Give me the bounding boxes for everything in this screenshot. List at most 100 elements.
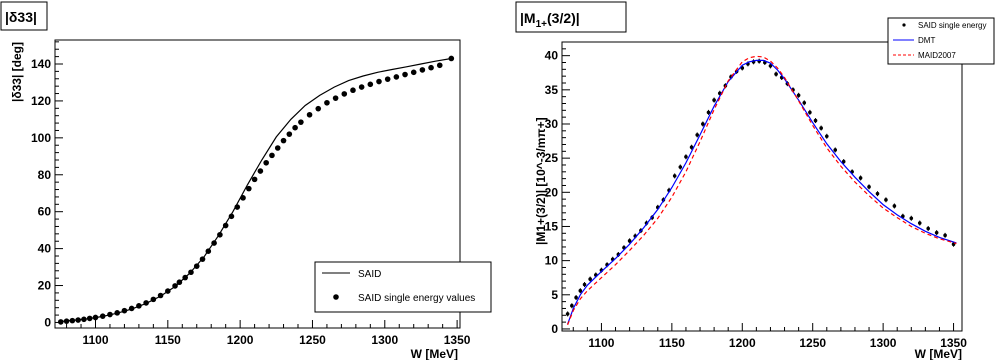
right-x-tick-label: 1300 [870,336,897,350]
right-data-point [943,233,947,238]
left-data-point [157,292,164,299]
right-y-tick-label: 15 [545,219,559,233]
right-data-point [808,110,812,115]
right-data-point [867,185,871,189]
left-data-point [419,67,426,73]
left-data-point [99,313,106,319]
right-y-tick-label: 25 [545,151,559,165]
left-title-box: |δ33| [0,1,48,31]
left-data-point [292,124,298,131]
right-data-point [917,221,922,225]
right-y-tick-label: 40 [545,49,559,63]
right-data-point [574,295,578,300]
left-y-tick-label: 140 [31,57,51,71]
left-legend: SAID SAID single energy values [314,261,492,313]
left-data-point [240,195,246,201]
right-data-point [796,93,801,98]
left-x-tick-label: 1100 [82,333,108,347]
right-plot-frame [561,41,963,332]
left-data-point [228,213,235,220]
left-data-point [384,76,391,82]
left-data-point [165,288,171,294]
right-data-point [706,110,711,115]
left-data-point [246,185,252,192]
left-axes: 1100 1150 1200 1250 1300 1350 0 20 40 60 80 100 120 1… [31,41,471,347]
right-data-point [841,159,846,164]
right-data-point [565,312,570,316]
left-data-point [350,87,356,94]
right-y-tick-label: 35 [545,83,559,97]
left-data-point [172,283,178,289]
right-data-point [678,165,683,169]
left-data-point [324,99,330,106]
left-data-point [176,279,183,286]
left-data-point [234,204,241,210]
left-y-tick-label: 40 [38,242,52,256]
left-y-axis-title: |δ33| [deg] [10,42,24,102]
left-y-tick-label: 0 [44,315,51,329]
left-y-tick-label: 80 [38,168,52,182]
right-x-tick-label: 1200 [729,336,756,350]
left-data-point [75,317,81,323]
right-data-point [570,303,574,308]
left-data-point [376,78,382,85]
right-data-point [824,134,829,139]
right-legend: SAID single energy DMT MAID2007 [887,17,995,65]
right-title-main: |M [520,10,536,26]
left-data-point [63,318,70,324]
left-data-point [269,152,275,159]
right-data-point [813,118,818,123]
right-data-point [819,126,823,130]
left-data-point [298,119,304,125]
left-data-point [341,91,348,97]
left-chart: |δ33| 1100 1150 1200 1250 1300 13500204060801… [0,1,492,360]
left-y-tick-label: 60 [38,205,52,219]
left-data-point [306,111,313,118]
right-data-point [695,133,700,137]
right-title-rest: (3/2)| [547,10,580,26]
left-x-tick-label: 1300 [371,333,398,347]
left-data-point [251,176,258,183]
right-data-point [926,226,930,231]
left-data-point [193,263,200,269]
left-data-point [199,256,206,262]
right-x-tick-label: 1350 [940,336,967,350]
left-data-point [393,74,400,80]
left-data-point [81,316,87,323]
right-y-tick-label: 20 [545,185,559,199]
left-x-tick-label: 1200 [227,333,254,347]
left-data-point [332,95,339,101]
left-chart-title: |δ33| [5,9,37,25]
left-data-point [136,303,142,309]
right-chart-title: |M1+(3/2)| [520,10,580,30]
right-title-sub: 1+ [536,19,548,30]
left-data-point [128,305,135,312]
right-data-point [934,230,939,235]
left-data-point [280,137,287,144]
left-data-point [257,168,264,174]
left-data-point [217,231,223,238]
right-data-point [588,277,592,281]
right-y-axis-title: |M1+(3/2)| [10^-3/mπ+] [534,117,548,245]
right-data-point [701,122,705,126]
right-data-point [833,148,838,152]
left-data-point [92,314,99,321]
left-data-point [114,310,120,316]
right-axes: 1100 1150 1200 1250 1300 1350 0 5 10 15 20 25 30 35 40 [545,41,967,350]
left-data-point [367,81,374,88]
right-data-point [582,282,587,287]
left-legend-label-said: SAID [358,269,381,280]
right-data-point [689,145,694,150]
right-title-box: |M1+(3/2)| [515,1,627,33]
right-data-point [901,214,905,219]
right-data-point [875,191,880,196]
left-data-point [69,317,76,324]
right-series [565,55,957,326]
left-data-point [286,131,293,137]
left-data-point [205,248,212,254]
right-x-tick-label: 1100 [588,336,614,350]
left-data-point [143,300,149,306]
left-data-point [410,69,417,76]
right-data-point [578,288,583,293]
right-y-tick-label: 0 [551,322,558,336]
